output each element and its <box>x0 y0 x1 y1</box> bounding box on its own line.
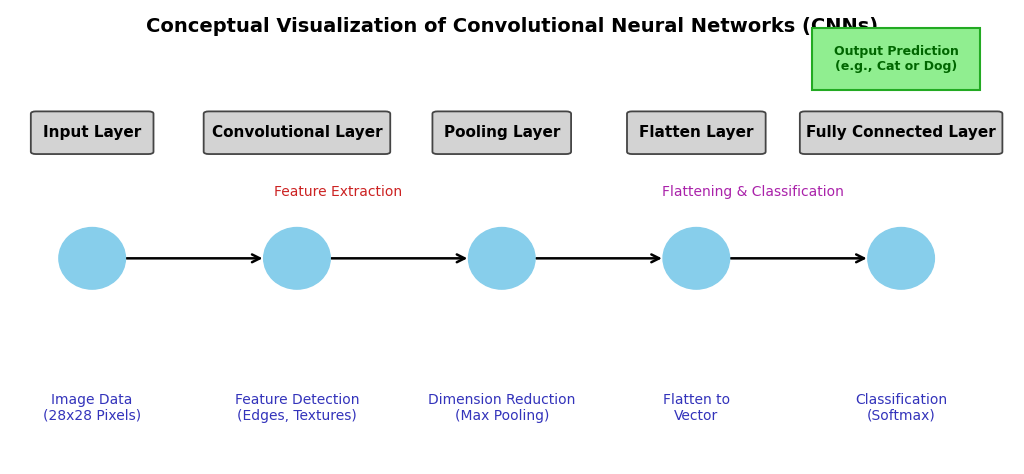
Text: Feature Extraction: Feature Extraction <box>273 185 402 199</box>
FancyBboxPatch shape <box>811 28 981 90</box>
Text: Dimension Reduction
(Max Pooling): Dimension Reduction (Max Pooling) <box>428 392 575 423</box>
FancyBboxPatch shape <box>31 111 154 154</box>
Ellipse shape <box>868 228 934 289</box>
Text: Classification
(Softmax): Classification (Softmax) <box>855 392 947 423</box>
Text: Feature Detection
(Edges, Textures): Feature Detection (Edges, Textures) <box>234 392 359 423</box>
Text: Flatten to
Vector: Flatten to Vector <box>663 392 730 423</box>
FancyBboxPatch shape <box>432 111 571 154</box>
Text: Flatten Layer: Flatten Layer <box>639 125 754 140</box>
Ellipse shape <box>469 228 535 289</box>
Text: Conceptual Visualization of Convolutional Neural Networks (CNNs): Conceptual Visualization of Convolutiona… <box>146 17 878 36</box>
Text: Input Layer: Input Layer <box>43 125 141 140</box>
Ellipse shape <box>263 228 330 289</box>
Text: Fully Connected Layer: Fully Connected Layer <box>806 125 996 140</box>
FancyBboxPatch shape <box>204 111 390 154</box>
Text: Image Data
(28x28 Pixels): Image Data (28x28 Pixels) <box>43 392 141 423</box>
FancyBboxPatch shape <box>627 111 766 154</box>
FancyBboxPatch shape <box>800 111 1002 154</box>
Text: Flattening & Classification: Flattening & Classification <box>662 185 844 199</box>
Text: Pooling Layer: Pooling Layer <box>443 125 560 140</box>
Ellipse shape <box>58 228 125 289</box>
Text: Convolutional Layer: Convolutional Layer <box>212 125 382 140</box>
Text: Output Prediction
(e.g., Cat or Dog): Output Prediction (e.g., Cat or Dog) <box>834 45 958 73</box>
Ellipse shape <box>664 228 729 289</box>
